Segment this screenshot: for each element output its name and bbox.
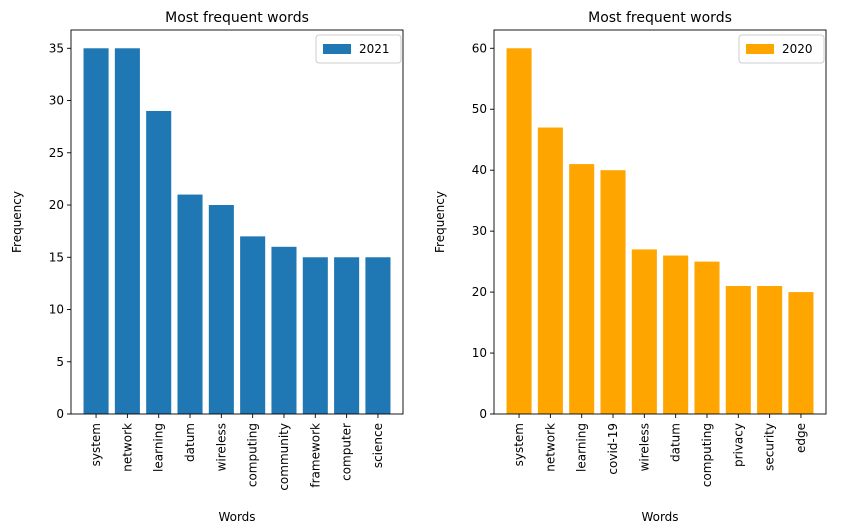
x-tick-label: computing xyxy=(700,423,714,487)
x-axis-label: Words xyxy=(641,510,678,524)
legend-label: 2021 xyxy=(359,42,390,56)
bar-datum xyxy=(663,255,689,414)
bar-security xyxy=(757,286,783,414)
x-tick-label: learning xyxy=(152,423,166,472)
x-tick-label: system xyxy=(512,423,526,466)
legend-box xyxy=(315,34,402,64)
legend-swatch xyxy=(323,44,351,54)
bar-edge xyxy=(788,292,814,414)
bar-community xyxy=(271,246,297,414)
y-tick-label: 50 xyxy=(472,102,487,116)
bar-learning xyxy=(146,110,172,415)
x-tick-label: wireless xyxy=(214,423,228,471)
legend: 2020 xyxy=(738,34,825,64)
y-tick-label: 5 xyxy=(56,355,64,369)
bar-computing xyxy=(240,236,266,414)
x-tick-label: science xyxy=(371,423,385,468)
bar-computing xyxy=(694,261,720,414)
bar-network xyxy=(114,48,140,415)
y-tick-label: 25 xyxy=(49,146,64,160)
x-tick-label: network xyxy=(543,423,557,472)
bar-network xyxy=(537,127,563,415)
y-axis-label: Frequency xyxy=(10,191,24,253)
y-tick-label: 30 xyxy=(472,224,487,238)
x-tick-label: network xyxy=(120,423,134,472)
y-tick-label: 20 xyxy=(49,198,64,212)
legend-box xyxy=(738,34,825,64)
x-tick-label: community xyxy=(277,423,291,491)
y-tick-label: 15 xyxy=(49,250,64,264)
x-tick-label: wireless xyxy=(637,423,651,471)
y-axis-label: Frequency xyxy=(433,191,447,253)
x-tick-label: computing xyxy=(246,423,260,487)
plot-frame xyxy=(70,29,404,415)
plot-frame xyxy=(493,29,827,415)
x-tick-label: learning xyxy=(575,423,589,472)
y-tick-label: 20 xyxy=(472,285,487,299)
x-tick-label: system xyxy=(89,423,103,466)
bar-system xyxy=(83,48,109,415)
bar-framework xyxy=(302,257,328,414)
y-tick-label: 35 xyxy=(49,41,64,55)
chart-title: Most frequent words xyxy=(588,10,732,26)
y-tick-label: 30 xyxy=(49,94,64,108)
y-tick-label: 0 xyxy=(479,407,487,421)
y-tick-label: 0 xyxy=(56,407,64,421)
bar-science xyxy=(365,257,391,414)
chart-panel-1: Most frequent words 0 5 10 15 20 25 30 35 system n… xyxy=(10,10,404,524)
y-tick-label: 10 xyxy=(472,346,487,360)
x-tick-label: edge xyxy=(794,423,808,453)
bar-computer xyxy=(334,257,360,414)
bar-covid-19 xyxy=(600,170,626,414)
x-tick-label: privacy xyxy=(731,423,745,467)
x-tick-label: security xyxy=(763,423,777,471)
x-tick-label: framework xyxy=(308,423,322,488)
bar-learning xyxy=(569,164,595,414)
y-tick-label: 60 xyxy=(472,41,487,55)
legend-swatch xyxy=(746,44,774,54)
y-tick-label: 40 xyxy=(472,163,487,177)
y-tick-label: 10 xyxy=(49,303,64,317)
legend: 2021 xyxy=(315,34,402,64)
bar-datum xyxy=(177,194,203,414)
chart-panel-2: Most frequent words 0 10 20 30 40 50 60 system ne… xyxy=(433,10,827,524)
x-tick-label: computer xyxy=(340,423,354,481)
chart-title: Most frequent words xyxy=(165,10,309,26)
legend-label: 2020 xyxy=(782,42,813,56)
bar-wireless xyxy=(208,205,234,414)
x-tick-label: datum xyxy=(183,423,197,462)
bar-privacy xyxy=(725,286,751,414)
x-tick-label: covid-19 xyxy=(606,423,620,475)
bar-wireless xyxy=(631,249,657,414)
x-axis-label: Words xyxy=(218,510,255,524)
x-tick-label: datum xyxy=(669,423,683,462)
bar-system xyxy=(506,48,532,415)
